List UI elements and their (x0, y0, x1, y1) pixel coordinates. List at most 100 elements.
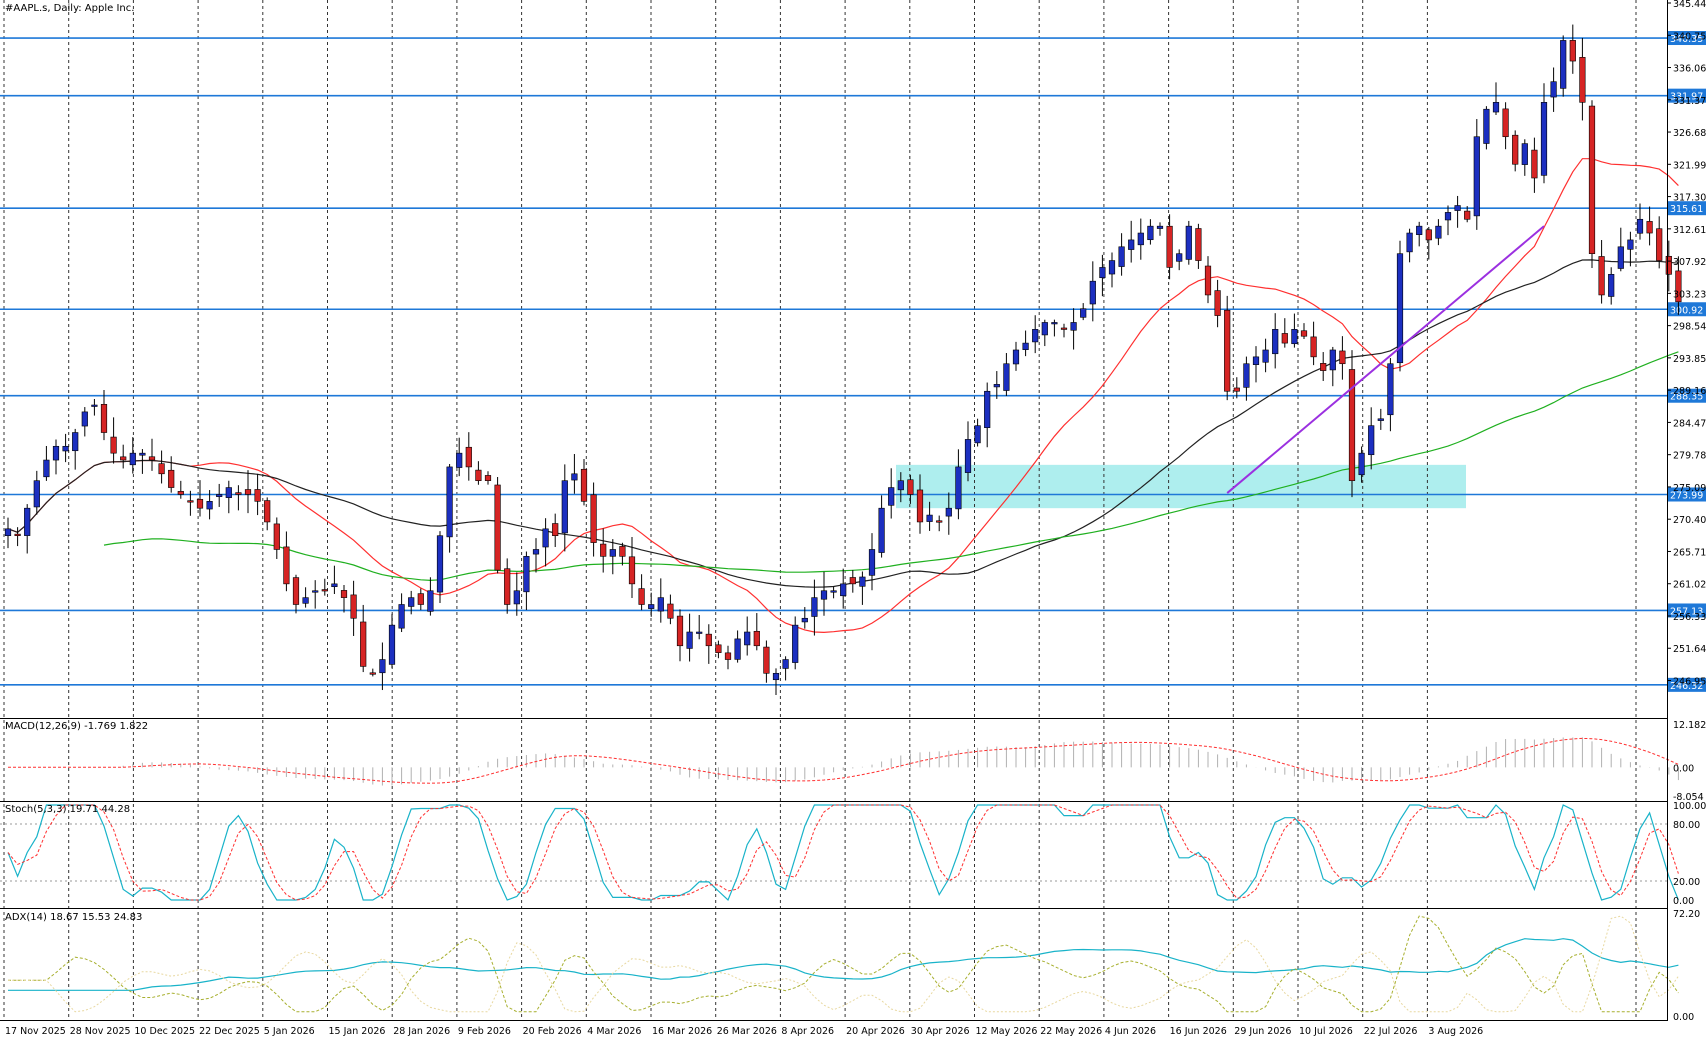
adx-line (8, 938, 1679, 991)
candle-bull (206, 501, 213, 510)
candle-bull (686, 631, 693, 649)
candle-bear (494, 484, 501, 571)
candle-bull (513, 590, 520, 605)
candle-bull (1128, 239, 1135, 250)
candle-bull (1041, 322, 1048, 336)
candle-bear (1656, 228, 1663, 261)
candle-bull (436, 535, 444, 593)
candle-bull (1272, 329, 1279, 355)
candle-bear (1502, 108, 1509, 138)
candle-bear (1569, 40, 1576, 62)
trend-line (1226, 225, 1545, 494)
x-axis-label: 22 Jul 2026 (1364, 1026, 1418, 1037)
level-price-label: 331.97 (1670, 92, 1703, 103)
candle-bear (1512, 134, 1519, 165)
level-price-label: 315.61 (1670, 204, 1703, 215)
candle-bull (1012, 349, 1020, 365)
candle-bull (532, 549, 540, 555)
price-tick-label: 307.92 (1673, 257, 1706, 268)
candle-bull (955, 466, 962, 510)
candle-bear (638, 588, 645, 605)
candle-bull (1099, 267, 1106, 279)
candle-bull (657, 597, 664, 612)
candle-bear (360, 621, 367, 667)
adx-label: ADX(14) 18.67 15.53 24.83 (5, 912, 142, 923)
candle-bear (158, 463, 165, 475)
candle-bull (1176, 253, 1183, 262)
candle-bull (1492, 102, 1500, 113)
x-axis-label: 3 Aug 2026 (1428, 1026, 1483, 1037)
candle-bear (715, 644, 722, 653)
x-axis-label: 20 Feb 2026 (523, 1026, 582, 1037)
price-tick-label: 265.71 (1673, 547, 1706, 558)
candle-bear (1214, 290, 1221, 316)
candle-bear (1204, 265, 1212, 296)
candle-bull (1387, 363, 1394, 416)
candle-bear (283, 546, 290, 585)
candle-bear (1425, 229, 1432, 241)
price-tick-label: 279.78 (1673, 451, 1706, 462)
candle-bear (120, 456, 127, 461)
x-axis-label: 30 Apr 2026 (911, 1026, 970, 1037)
candle-bear (1320, 363, 1327, 371)
price-tick-label: 284.47 (1673, 418, 1706, 429)
candle-bear (600, 543, 607, 557)
candle-bull (1406, 232, 1413, 253)
x-axis-label: 26 Mar 2026 (717, 1026, 777, 1037)
candle-bull (772, 672, 780, 681)
price-tick-label: 246.95 (1673, 677, 1706, 688)
candle-bear (475, 469, 482, 481)
candle-bull (1022, 342, 1029, 350)
candle-bull (609, 549, 616, 557)
candle-bull (734, 638, 741, 660)
x-axis-label: 28 Nov 2025 (70, 1026, 131, 1037)
candle-bear (907, 479, 914, 495)
candle-bear (235, 492, 242, 495)
price-tick-label: 317.30 (1673, 193, 1706, 204)
price-tick-label: 293.85 (1673, 354, 1706, 365)
candle-bear (1598, 256, 1605, 296)
candle-bull (984, 390, 991, 428)
candle-bull (1108, 260, 1116, 275)
candle-bull (523, 556, 530, 593)
candle-bull (4, 528, 12, 537)
candle-bull (696, 631, 703, 634)
candle-bull (744, 631, 751, 646)
candle-bear (1464, 210, 1471, 220)
candle-bull (840, 583, 847, 597)
candle-bull (1550, 81, 1557, 98)
moving-average-slow (103, 351, 1679, 582)
candle-bull (561, 480, 568, 534)
candle-bear (273, 523, 280, 550)
candle-bull (868, 549, 876, 576)
candle-bull (216, 494, 223, 497)
plus-di-line (8, 915, 1679, 1013)
candle-bull (792, 624, 799, 663)
price-tick-label: 331.37 (1673, 96, 1706, 107)
candle-bull (1444, 212, 1452, 221)
candle-bull (1262, 349, 1269, 363)
candle-bull (830, 590, 837, 593)
candle-bear (580, 468, 588, 502)
x-axis-label: 22 May 2026 (1040, 1026, 1102, 1037)
candle-bull (62, 445, 69, 452)
price-tick-label: 312.61 (1673, 225, 1706, 236)
candle-bull (388, 624, 396, 665)
candle-bear (264, 500, 271, 523)
candle-bear (676, 615, 684, 647)
level-price-tag (1668, 677, 1706, 692)
candle-bull (1560, 40, 1567, 89)
candle-bull (945, 507, 952, 517)
candle-bear (619, 546, 626, 557)
candle-bear (1233, 387, 1240, 392)
candle-bear (168, 469, 175, 488)
candle-bull (1454, 205, 1461, 211)
candle-bull (1137, 232, 1144, 246)
stoch-tick-label: 100.00 (1673, 801, 1706, 812)
stoch-d-line (7, 804, 1679, 901)
candle-bear (628, 556, 636, 585)
candle-bull (888, 487, 895, 506)
price-tick-label: 345.44 (1673, 0, 1706, 10)
candle-bull (1156, 225, 1164, 229)
